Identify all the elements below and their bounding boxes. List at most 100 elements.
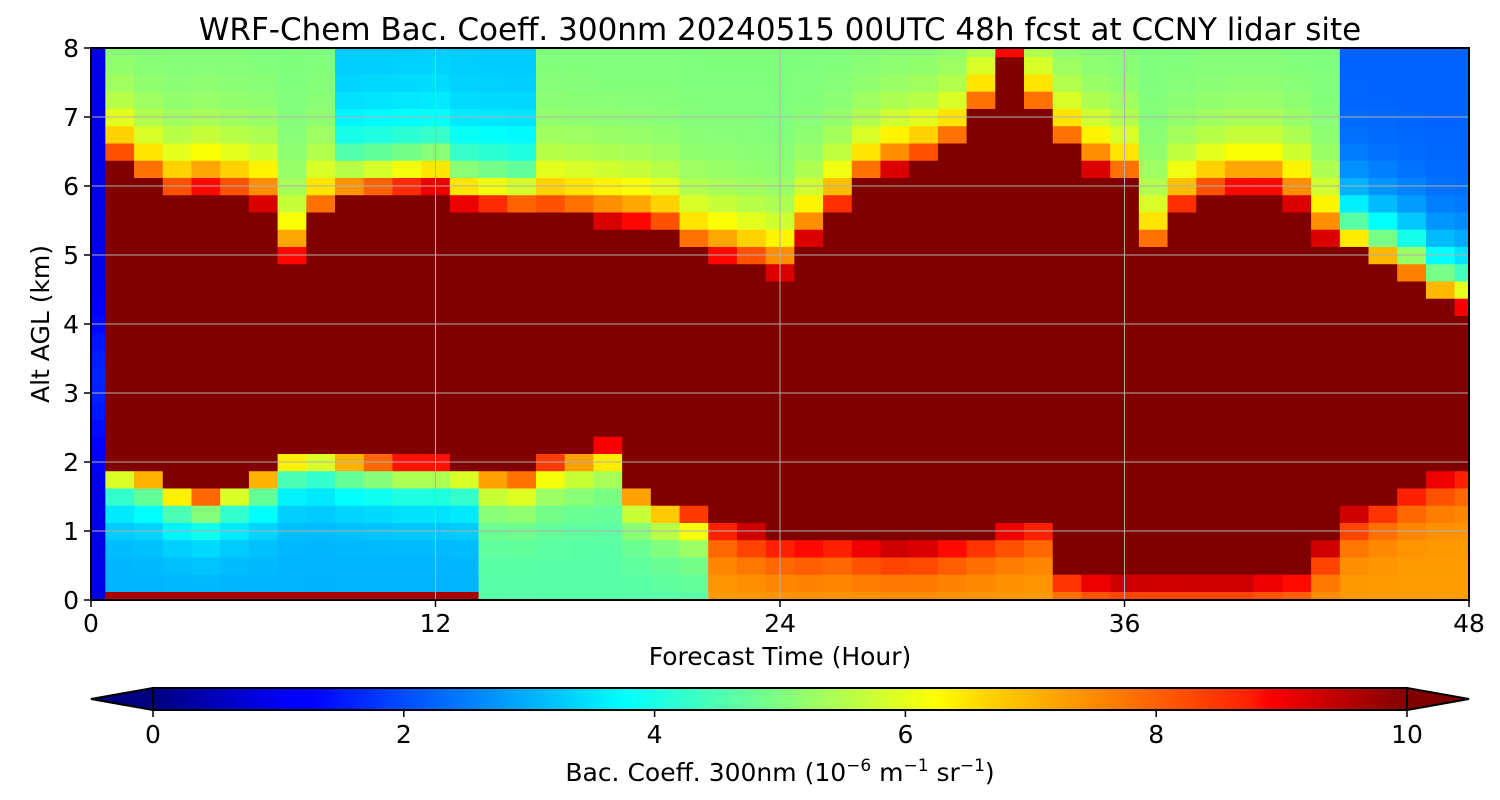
heatmap-cell (91, 401, 106, 420)
heatmap-cell (306, 539, 336, 558)
heatmap-cell (880, 436, 910, 454)
heatmap-cell (1253, 56, 1283, 75)
heatmap-cell (1167, 125, 1197, 144)
heatmap-cell (1454, 401, 1469, 420)
heatmap-cell (995, 505, 1025, 523)
heatmap-cell (1454, 48, 1469, 58)
heatmap-cell (507, 591, 537, 600)
heatmap-cell (449, 142, 480, 161)
heatmap-cell (191, 73, 221, 92)
heatmap-cell (91, 505, 106, 523)
heatmap-cell (105, 556, 135, 575)
heatmap-cell (1024, 194, 1054, 213)
heatmap-cell (277, 401, 307, 420)
heatmap-cell (909, 48, 939, 58)
heatmap-cell (1397, 56, 1427, 75)
heatmap-cell (909, 280, 939, 299)
heatmap-cell (679, 556, 709, 575)
heatmap-cell (880, 73, 910, 92)
heatmap-cell (966, 487, 996, 506)
heatmap-cell (162, 229, 193, 247)
heatmap-cell (1196, 470, 1226, 489)
heatmap-cell (392, 263, 422, 282)
heatmap-cell (1024, 539, 1054, 558)
heatmap-cell (306, 436, 336, 454)
heatmap-cell (966, 332, 996, 351)
heatmap-cell (306, 556, 336, 575)
heatmap-cell (1425, 539, 1456, 558)
heatmap-cell (277, 263, 307, 282)
heatmap-cell (363, 263, 394, 282)
heatmap-cell (392, 574, 422, 592)
heatmap-cell (650, 160, 681, 178)
heatmap-cell (794, 91, 824, 109)
heatmap-cell (1339, 125, 1370, 144)
heatmap-cell (449, 367, 480, 385)
heatmap-cell (1196, 142, 1226, 161)
heatmap-cell (1311, 280, 1341, 299)
heatmap-cell (708, 436, 738, 454)
heatmap-cell (1368, 229, 1398, 247)
heatmap-cell (478, 194, 508, 213)
heatmap-cell (794, 56, 824, 75)
heatmap-cell (1024, 332, 1054, 351)
heatmap-cell (507, 418, 537, 437)
heatmap-cell (335, 401, 365, 420)
heatmap-cell (909, 73, 939, 92)
heatmap-cell (105, 48, 135, 58)
heatmap-cell (306, 470, 336, 489)
heatmap-cell (1339, 332, 1370, 351)
heatmap-cell (478, 125, 508, 144)
heatmap-cell (91, 470, 106, 489)
heatmap-cell (708, 229, 738, 247)
heatmap-cell (622, 229, 652, 247)
heatmap-cell (392, 298, 422, 316)
heatmap-cell (248, 418, 279, 437)
heatmap-cell (937, 73, 968, 92)
heatmap-cell (564, 56, 594, 75)
heatmap-cell (277, 487, 307, 506)
heatmap-cell (622, 91, 652, 109)
heatmap-cell (937, 487, 968, 506)
heatmap-cell (277, 48, 307, 58)
heatmap-cell (937, 229, 968, 247)
heatmap-cell (1282, 125, 1312, 144)
heatmap-cell (277, 436, 307, 454)
heatmap-cell (1253, 436, 1283, 454)
chart-title: WRF-Chem Bac. Coeff. 300nm 20240515 00UT… (199, 12, 1362, 48)
heatmap-cell (851, 470, 882, 489)
heatmap-cell (248, 556, 279, 575)
heatmap-cell (736, 470, 767, 489)
heatmap-cell (134, 470, 164, 489)
heatmap-cell (1081, 487, 1111, 506)
heatmap-cell (622, 211, 652, 230)
heatmap-cell (1138, 125, 1169, 144)
heatmap-cell (1167, 160, 1197, 178)
heatmap-cell (708, 487, 738, 506)
heatmap-cell (220, 367, 250, 385)
heatmap-cell (1368, 56, 1398, 75)
heatmap-cell (966, 263, 996, 282)
heatmap-cell (191, 298, 221, 316)
heatmap-cell (880, 505, 910, 523)
heatmap-cell (1397, 591, 1427, 600)
heatmap-cell (1397, 229, 1427, 247)
heatmap-cell (162, 539, 193, 558)
heatmap-cell (823, 349, 853, 368)
heatmap-cell (1224, 505, 1255, 523)
heatmap-cell (593, 436, 623, 454)
heatmap-cell (220, 160, 250, 178)
heatmap-cell (134, 487, 164, 506)
heatmap-cell (564, 298, 594, 316)
heatmap-cell (248, 48, 279, 58)
heatmap-cell (220, 487, 250, 506)
heatmap-cell (593, 367, 623, 385)
heatmap-cell (335, 332, 365, 351)
heatmap-cell (507, 539, 537, 558)
heatmap-cell (1138, 142, 1169, 161)
heatmap-cell (1052, 298, 1083, 316)
heatmap-cell (823, 91, 853, 109)
heatmap-cell (794, 470, 824, 489)
heatmap-cell (392, 194, 422, 213)
heatmap-cell (162, 367, 193, 385)
